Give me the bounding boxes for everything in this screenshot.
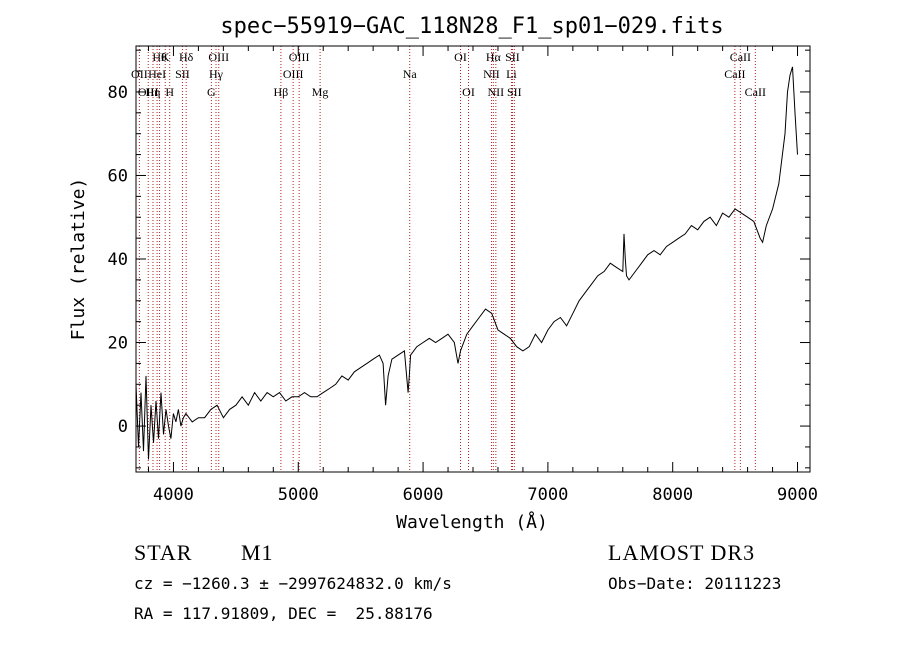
x-tick-label: 6000 [403,485,444,505]
x-axis-label: Wavelength (Å) [396,511,548,533]
x-axis-ticks: 4000 5000 6000 7000 8000 9000 [147,46,818,505]
line-marker-label: Hδ [179,50,194,64]
line-marker-label: Hθ [152,50,167,64]
line-marker-label: CaII [730,50,751,64]
plot-frame [135,45,811,473]
chart-title: spec−55919−GAC_118N28_F1_sp01−029.fits [220,14,723,39]
x-tick-label: 9000 [777,485,818,505]
line-marker-label: Mg [312,85,329,99]
line-marker-label: SII [175,67,190,81]
line-marker-label: Hγ [209,67,224,81]
line-marker-label: NII [488,85,505,99]
line-marker-label: OI [462,85,475,99]
line-marker-label: SII [507,85,522,99]
y-tick-label: 0 [118,417,128,437]
spectral-line-labels: OIIOIIIHηHeIHθKHSIIHδGHγOIIIHβOIIIOIIIMg… [131,50,766,99]
y-tick-label: 80 [108,83,128,103]
line-marker-label: Hβ [274,85,289,99]
line-marker-label: SII [505,50,520,64]
line-marker-label: H [165,85,174,99]
x-tick-label: 4000 [153,485,194,505]
obs-date: Obs−Date: 20111223 [608,574,782,593]
survey-name: LAMOST DR3 [608,540,756,565]
y-axis-ticks: 0 20 40 60 80 [108,49,810,469]
line-marker-label: CaII [724,67,745,81]
x-tick-label: 5000 [278,485,319,505]
line-marker-label: OIII [208,50,229,64]
object-type: STAR [134,540,193,565]
spectrum-line [135,66,798,460]
line-marker-label: K [161,50,170,64]
x-tick-label: 8000 [652,485,693,505]
line-marker-label: Hα [486,50,502,64]
y-tick-label: 20 [108,334,128,354]
y-tick-label: 40 [108,250,128,270]
object-subclass: M1 [241,540,274,565]
line-marker-label: OIII [283,67,304,81]
line-marker-label: Na [403,67,418,81]
spectral-line-markers [138,46,756,472]
x-tick-label: 7000 [527,485,568,505]
coordinates: RA = 117.91809, DEC = 25.88176 [134,604,433,623]
line-marker-label: G [207,85,216,99]
line-marker-label: OI [454,50,467,64]
cz-value: cz = −1260.3 ± −2997624832.0 km/s [134,574,452,593]
line-marker-label: OIII [289,50,310,64]
line-marker-label: NII [483,67,500,81]
line-marker-label: Li [506,67,517,81]
line-marker-label: OIII [138,85,159,99]
y-tick-label: 60 [108,166,128,186]
line-marker-label: OII [131,67,148,81]
line-marker-label: Hη [145,85,160,99]
y-axis-label: Flux (relative) [68,178,89,341]
line-marker-label: HeI [148,67,166,81]
line-marker-label: CaII [745,85,766,99]
